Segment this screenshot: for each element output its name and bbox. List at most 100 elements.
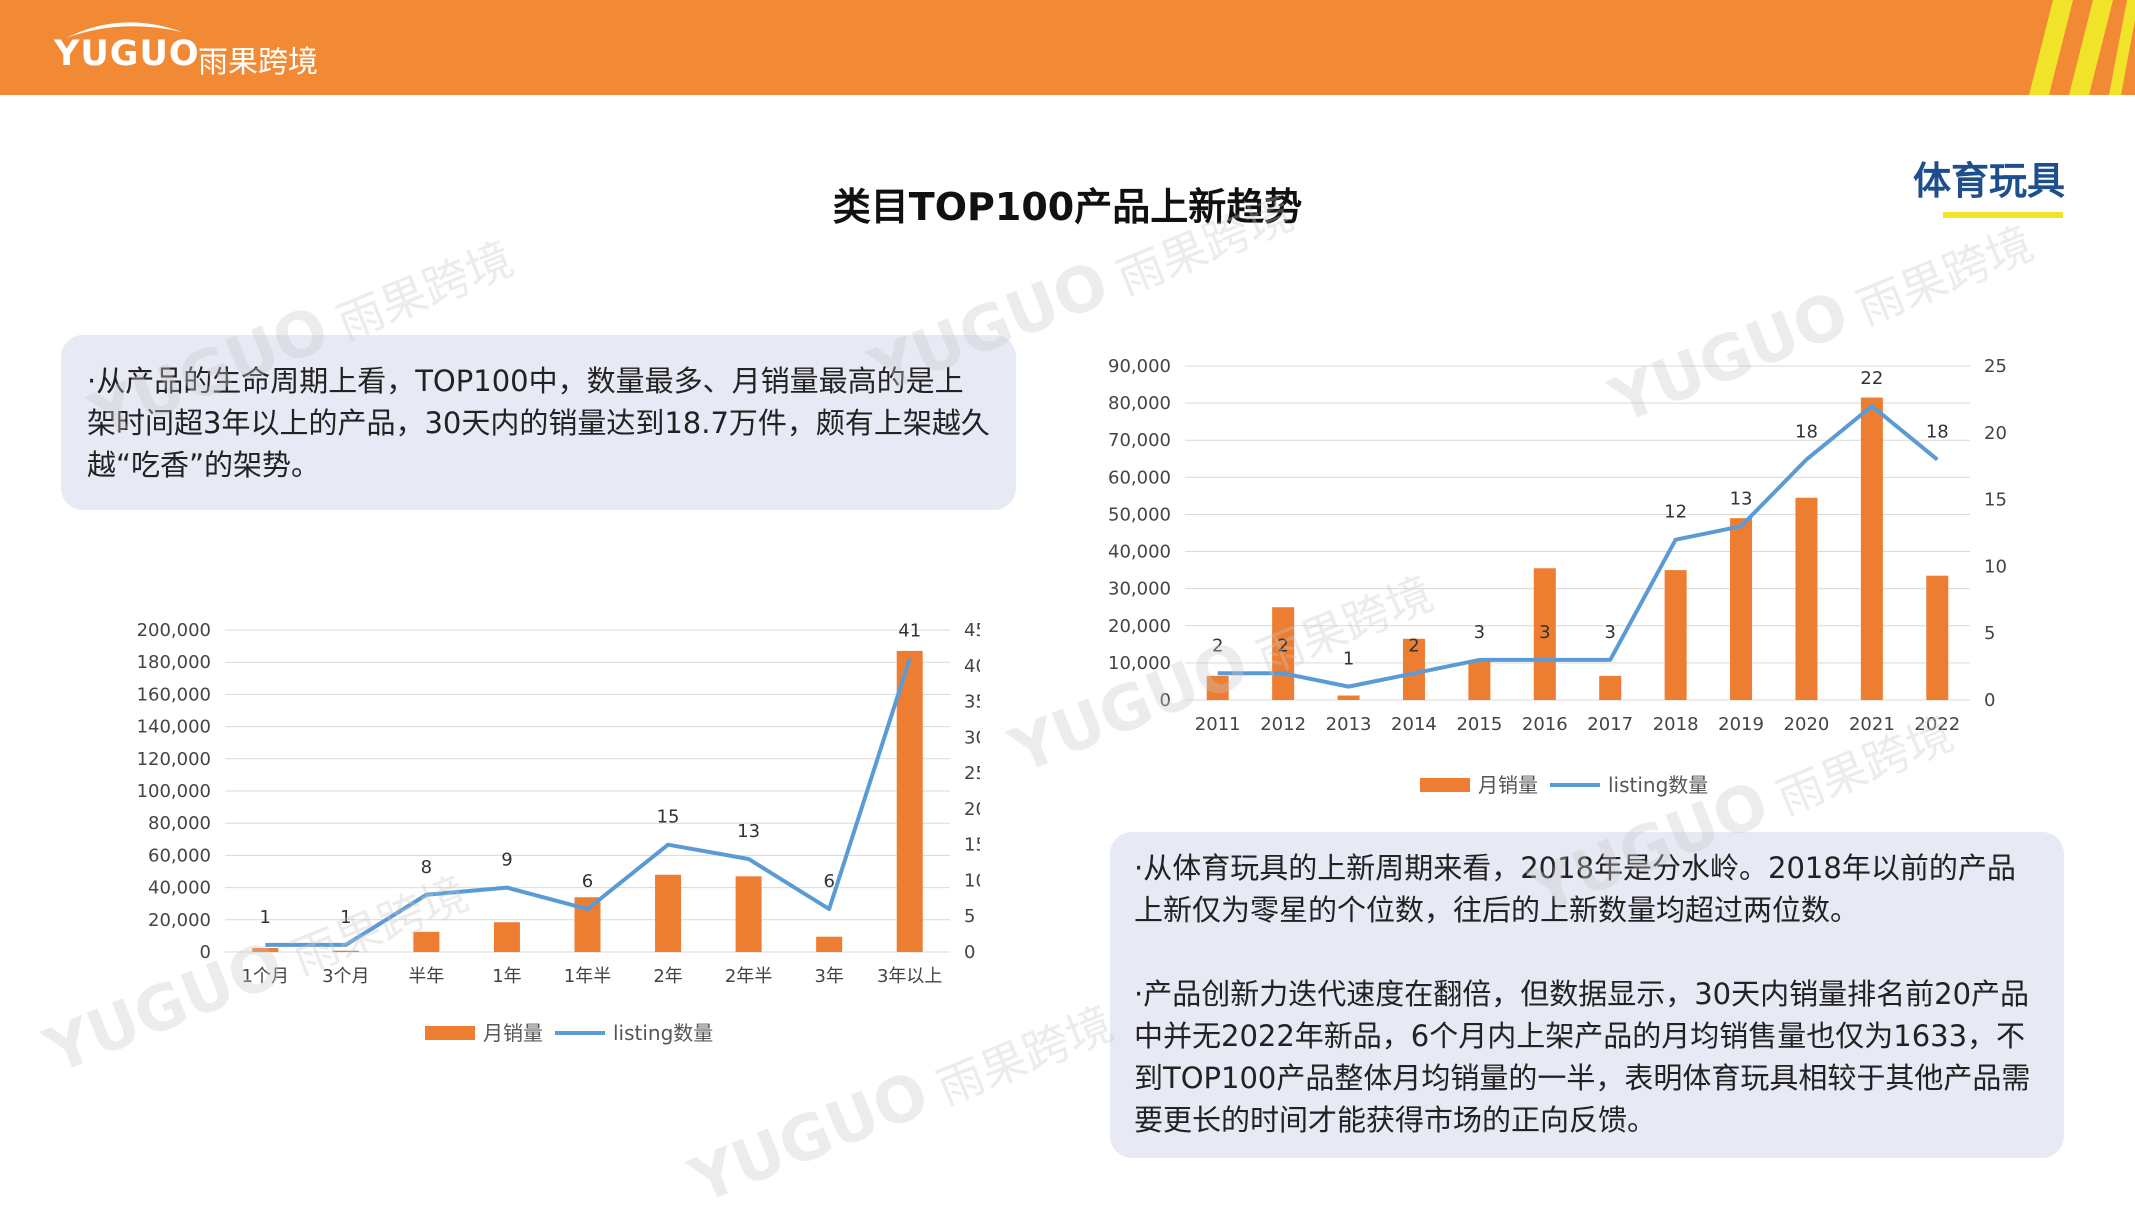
bar-monthly-sales [896,650,923,952]
lifecycle-insight-text: ·从产品的生命周期上看，TOP100中，数量最多、月销量最高的是上架时间超3年以… [87,364,990,482]
yuguo-logo: YUGUO 雨果跨境 [52,14,392,84]
x-tick-label: 2012 [1260,714,1306,735]
lifecycle-insight-box: ·从产品的生命周期上看，TOP100中，数量最多、月销量最高的是上架时间超3年以… [61,335,1016,510]
y-right-tick-label: 10 [964,870,980,891]
x-tick-label: 2017 [1587,714,1633,735]
data-label-listing: 22 [1860,368,1883,389]
data-label-listing: 1 [260,907,271,928]
data-label-listing: 13 [737,821,760,842]
logo-chinese-name: 雨果跨境 [198,45,318,80]
y-left-tick-label: 30,000 [1108,579,1171,600]
y-left-tick-label: 120,000 [137,749,211,770]
x-tick-label: 2016 [1522,714,1568,735]
x-tick-label: 2014 [1391,714,1437,735]
bar-monthly-sales [252,947,279,952]
bar-monthly-sales [1730,518,1753,700]
y-right-tick-label: 15 [1984,490,2007,511]
bar-monthly-sales [655,874,682,952]
x-tick-label: 2013 [1326,714,1372,735]
data-label-listing: 2 [1212,635,1223,656]
y-left-tick-label: 180,000 [137,652,211,673]
data-label-listing: 6 [582,871,593,892]
x-tick-label: 3个月 [322,966,369,987]
legend-swatch-monthly-sales [425,1026,475,1040]
x-tick-label: 2011 [1195,714,1241,735]
data-label-listing: 3 [1604,622,1615,643]
legend-label-listing-count: listing数量 [1608,773,1708,797]
y-right-tick-label: 40 [964,656,980,677]
bar-monthly-sales [1206,675,1229,700]
y-left-tick-label: 40,000 [1108,542,1171,563]
y-right-tick-label: 0 [1984,690,1995,711]
y-right-tick-label: 35 [964,692,980,713]
bar-monthly-sales [332,950,359,952]
data-label-listing: 1 [1343,649,1354,670]
header-bar: YUGUO 雨果跨境 [0,0,2135,95]
data-label-listing: 1 [340,907,351,928]
legend-swatch-monthly-sales [1420,778,1470,792]
bar-monthly-sales [1860,397,1883,700]
y-right-tick-label: 25 [1984,356,2007,377]
launch-cycle-insight-1: ·从体育玩具的上新周期来看，2018年是分水岭。2018年以前的产品上新仅为零星… [1134,851,2016,927]
data-label-listing: 3 [1474,622,1485,643]
x-tick-label: 2年 [653,966,682,987]
y-left-tick-label: 60,000 [1108,467,1171,488]
data-label-listing: 2 [1277,635,1288,656]
data-label-listing: 15 [657,807,680,828]
data-label-listing: 9 [501,850,512,871]
bar-monthly-sales [1599,675,1622,700]
data-label-listing: 2 [1408,635,1419,656]
bar-monthly-sales [1533,568,1556,700]
y-left-tick-label: 90,000 [1108,356,1171,377]
data-label-listing: 18 [1926,422,1949,443]
line-listing-count [265,658,912,947]
y-left-tick-label: 10,000 [1108,653,1171,674]
y-left-tick-label: 200,000 [137,620,211,641]
line-listing-count [1217,404,1939,689]
y-right-tick-label: 25 [964,763,980,784]
lifecycle-chart: 0 20,000 40,000 60,000 80,000 100,000 120,000 1… [137,620,980,1045]
x-tick-label: 2020 [1784,714,1830,735]
legend-label-monthly-sales: 月销量 [1478,773,1538,797]
logo-swoosh-icon [66,22,182,38]
data-label-listing: 18 [1795,422,1818,443]
y-left-tick-label: 60,000 [148,845,211,866]
x-tick-label: 2021 [1849,714,1895,735]
x-tick-label: 2015 [1456,714,1502,735]
y-right-tick-label: 45 [964,620,980,641]
launch-cycle-insight-box: ·从体育玩具的上新周期来看，2018年是分水岭。2018年以前的产品上新仅为零星… [1110,832,2064,1158]
y-right-tick-label: 5 [1984,623,1995,644]
bar-monthly-sales [735,876,762,952]
bar-monthly-sales [816,936,843,952]
data-label-listing: 13 [1730,488,1753,509]
y-left-tick-label: 20,000 [1108,616,1171,637]
bar-monthly-sales [1402,638,1425,700]
launch-cycle-insight-2: ·产品创新力迭代速度在翻倍，但数据显示，30天内销量排名前20产品中并无2022… [1134,977,2031,1137]
y-left-tick-label: 100,000 [137,781,211,802]
data-label-listing: 12 [1664,502,1687,523]
category-title: 体育玩具 [1912,159,2065,203]
y-left-tick-label: 70,000 [1108,430,1171,451]
launch-year-chart: 0 10,000 20,000 30,000 40,000 50,000 60,000 70,… [1108,356,2007,797]
data-label-listing: 6 [823,871,834,892]
bar-monthly-sales [1795,497,1818,700]
header-stripes-icon [2029,0,2135,95]
bar-monthly-sales [1664,570,1687,700]
legend-label-monthly-sales: 月销量 [483,1021,543,1045]
data-label-listing: 8 [421,857,432,878]
bar-monthly-sales [1337,695,1360,700]
x-tick-label: 2年半 [725,966,772,987]
y-right-tick-label: 0 [964,942,975,963]
page-title: 类目TOP100产品上新趋势 [832,185,1303,229]
y-left-tick-label: 140,000 [137,717,211,738]
legend-label-listing-count: listing数量 [613,1021,713,1045]
x-tick-label: 2018 [1653,714,1699,735]
y-left-tick-label: 160,000 [137,684,211,705]
y-right-tick-label: 15 [964,835,980,856]
y-left-tick-label: 40,000 [148,878,211,899]
y-right-tick-label: 30 [964,727,980,748]
bar-monthly-sales [1926,575,1949,700]
y-right-tick-label: 20 [964,799,980,820]
category-underline [1943,212,2063,218]
x-tick-label: 1年 [492,966,521,987]
